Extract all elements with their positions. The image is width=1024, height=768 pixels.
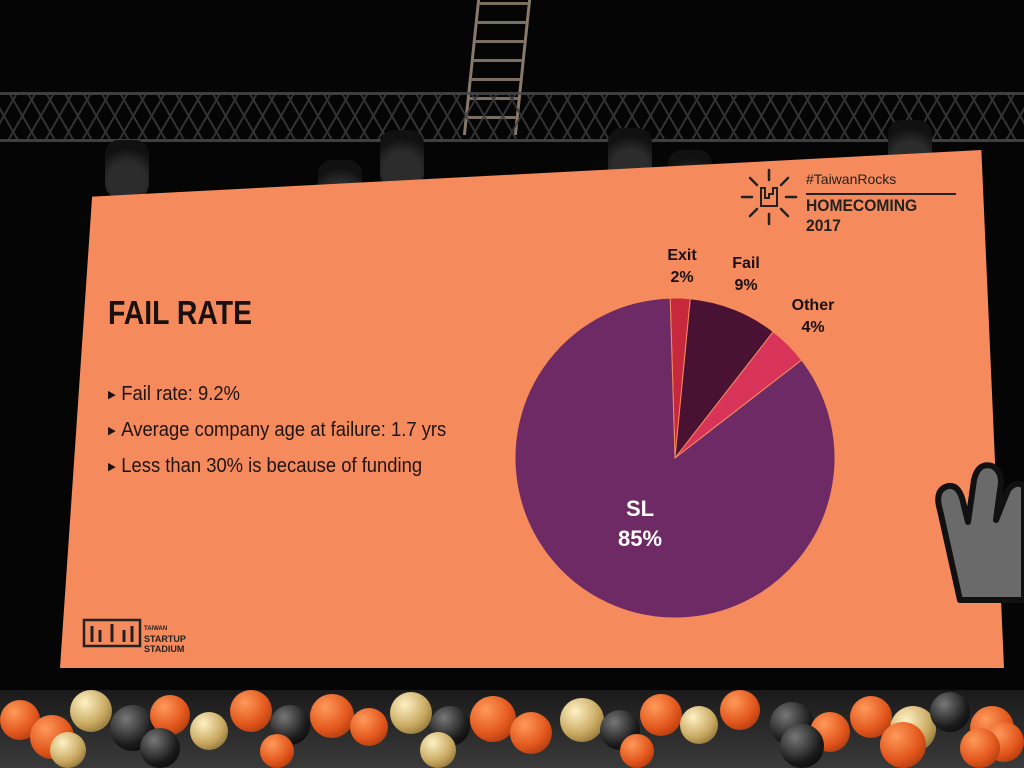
bullet-text: Less than 30% is because of funding [121, 455, 423, 477]
balloon [420, 732, 456, 768]
balloon [310, 694, 354, 738]
balloon [260, 734, 294, 768]
balloon [50, 732, 86, 768]
balloon [350, 708, 388, 746]
logo-line-2: STARTUP [144, 634, 186, 644]
stage-light [380, 130, 424, 188]
slice-value-label-other: 4% [801, 319, 824, 336]
balloon [680, 706, 718, 744]
balloon [70, 690, 112, 732]
bullet-list: ▶ Fail rate: 9.2% ▶ Average company age at… [108, 383, 476, 491]
balloon [510, 712, 552, 754]
pie-slice-fail [674, 298, 774, 460]
slice-name-label-fail: Fail [732, 255, 760, 272]
bullet-item: ▶ Fail rate: 9.2% [108, 383, 446, 419]
slide-title: FAIL RATE [108, 294, 253, 331]
balloon [640, 694, 682, 736]
slice-name-label-sl: SL [626, 496, 654, 521]
rock-hand-prop-icon [935, 462, 1024, 603]
triangle-bullet-icon: ▶ [108, 425, 116, 437]
rock-hand-sunburst-icon [740, 168, 798, 226]
balloon [560, 698, 604, 742]
balloon [960, 728, 1000, 768]
bullet-item: ▶ Less than 30% is because of funding [108, 455, 446, 491]
slice-value-label-sl: 85% [618, 526, 662, 551]
lighting-truss [0, 92, 1024, 142]
badge-divider [806, 193, 956, 195]
balloon [140, 728, 180, 768]
hashtag-label: #TaiwanRocks [806, 171, 897, 187]
bullet-text: Fail rate: 9.2% [121, 383, 240, 405]
triangle-bullet-icon: ▶ [108, 389, 116, 401]
balloon [190, 712, 228, 750]
slice-value-label-fail: 9% [734, 277, 757, 294]
startup-stadium-logo: TAIWAN STARTUP STADIUM [82, 614, 202, 654]
stadium-hand-icon [82, 618, 142, 648]
balloon [720, 690, 760, 730]
stage-light [105, 140, 149, 198]
slice-name-label-other: Other [792, 297, 835, 314]
balloon [880, 722, 926, 768]
logo-line-1: TAIWAN [144, 626, 168, 632]
balloon [930, 692, 970, 732]
logo-line-3: STADIUM [144, 644, 185, 654]
triangle-bullet-icon: ▶ [108, 461, 116, 473]
pie-slice-sl [514, 297, 836, 619]
balloon [470, 696, 516, 742]
balloon [780, 724, 824, 768]
slice-value-label-exit: 2% [670, 269, 693, 286]
balloon [390, 692, 432, 734]
bullet-text: Average company age at failure: 1.7 yrs [121, 419, 447, 441]
bullet-item: ▶ Average company age at failure: 1.7 yrs [108, 419, 446, 455]
logo-text: TAIWAN STARTUP STADIUM [144, 622, 186, 654]
balloon [230, 690, 272, 732]
event-badge: #TaiwanRocks HOMECOMING 2017 [740, 168, 968, 235]
balloon [620, 734, 654, 768]
fail-rate-pie-chart: Exit 2% Fail 9% Other 4% SL 85% [514, 247, 836, 619]
event-title: HOMECOMING 2017 [806, 196, 918, 235]
slice-name-label-exit: Exit [667, 247, 697, 264]
